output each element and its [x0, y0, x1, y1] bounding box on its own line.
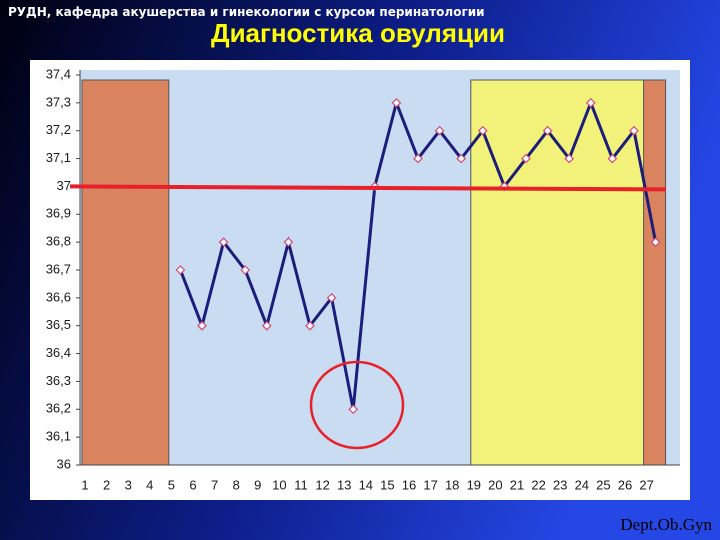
x-tick-label: 7	[211, 477, 218, 492]
y-tick-label: 36,2	[46, 401, 71, 416]
data-marker	[629, 125, 639, 136]
data-marker	[391, 98, 402, 108]
y-tick-label: 37,2	[46, 122, 71, 137]
data-marker	[218, 237, 229, 247]
plot: 3636,136,236,336,436,536,636,736,836,937…	[46, 66, 680, 492]
y-tick-label: 37,3	[46, 94, 71, 109]
x-tick-label: 11	[294, 477, 308, 492]
y-tick-label: 36,9	[46, 206, 71, 221]
data-marker	[542, 125, 553, 136]
y-tick-label: 36,4	[46, 345, 71, 360]
data-marker	[456, 153, 467, 164]
x-tick-label: 9	[254, 477, 261, 492]
x-tick-label: 26	[618, 477, 632, 492]
x-tick-label: 23	[553, 477, 567, 492]
data-marker	[521, 153, 531, 164]
x-tick-label: 15	[380, 477, 394, 492]
data-marker	[564, 153, 575, 164]
data-marker	[585, 98, 596, 108]
data-marker	[348, 404, 359, 415]
threshold-line	[69, 184, 667, 192]
data-marker	[413, 153, 423, 164]
data-marker	[197, 320, 207, 331]
data-marker	[477, 125, 488, 136]
data-marker	[305, 320, 315, 331]
y-tick-label: 36,3	[46, 373, 71, 388]
x-tick-label: 5	[168, 477, 175, 492]
phase-band	[81, 79, 170, 466]
data-marker	[434, 125, 445, 136]
y-tick-label: 36	[57, 456, 71, 471]
header: РУДН, кафедра акушерства и гинекологии с…	[8, 5, 485, 19]
data-marker	[607, 153, 618, 164]
y-tick-label: 36,6	[46, 289, 71, 304]
x-tick-label: 24	[575, 477, 589, 492]
x-tick-label: 4	[146, 477, 153, 492]
data-marker	[650, 237, 661, 247]
x-tick-label: 10	[272, 477, 286, 492]
x-tick-label: 19	[467, 477, 481, 492]
phase-band	[643, 79, 667, 466]
x-tick-label: 25	[596, 477, 610, 492]
x-tick-label: 8	[233, 477, 240, 492]
x-tick-label: 13	[337, 477, 351, 492]
x-tick-label: 3	[125, 477, 132, 492]
footer: Dept.Ob.Gyn	[620, 515, 712, 534]
data-marker	[240, 265, 251, 275]
x-tick-label: 17	[423, 477, 437, 492]
data-marker	[261, 320, 272, 331]
x-tick-label: 6	[189, 477, 196, 492]
x-tick-label: 2	[103, 477, 110, 492]
x-tick-label: 21	[510, 477, 524, 492]
x-tick-label: 12	[315, 477, 329, 492]
y-tick-label: 36,1	[46, 429, 71, 444]
data-marker	[175, 265, 186, 275]
x-tick-label: 27	[639, 477, 653, 492]
x-tick-label: 1	[81, 477, 88, 492]
highlight-circle	[309, 360, 405, 450]
phase-band	[470, 79, 645, 466]
y-tick-label: 37,1	[46, 150, 71, 165]
chart-title: Диагностика овуляции	[211, 18, 505, 48]
x-tick-label: 14	[359, 477, 373, 492]
x-tick-label: 20	[488, 477, 502, 492]
y-tick-label: 36,8	[46, 234, 71, 249]
x-tick-label: 18	[445, 477, 459, 492]
x-tick-label: 16	[402, 477, 416, 492]
y-tick-label: 37,4	[46, 66, 71, 81]
y-tick-label: 37	[57, 178, 71, 193]
y-tick-label: 36,5	[46, 317, 71, 332]
y-tick-label: 36,7	[46, 261, 71, 276]
data-marker	[326, 293, 337, 303]
x-tick-label: 22	[531, 477, 545, 492]
data-marker	[283, 237, 294, 247]
